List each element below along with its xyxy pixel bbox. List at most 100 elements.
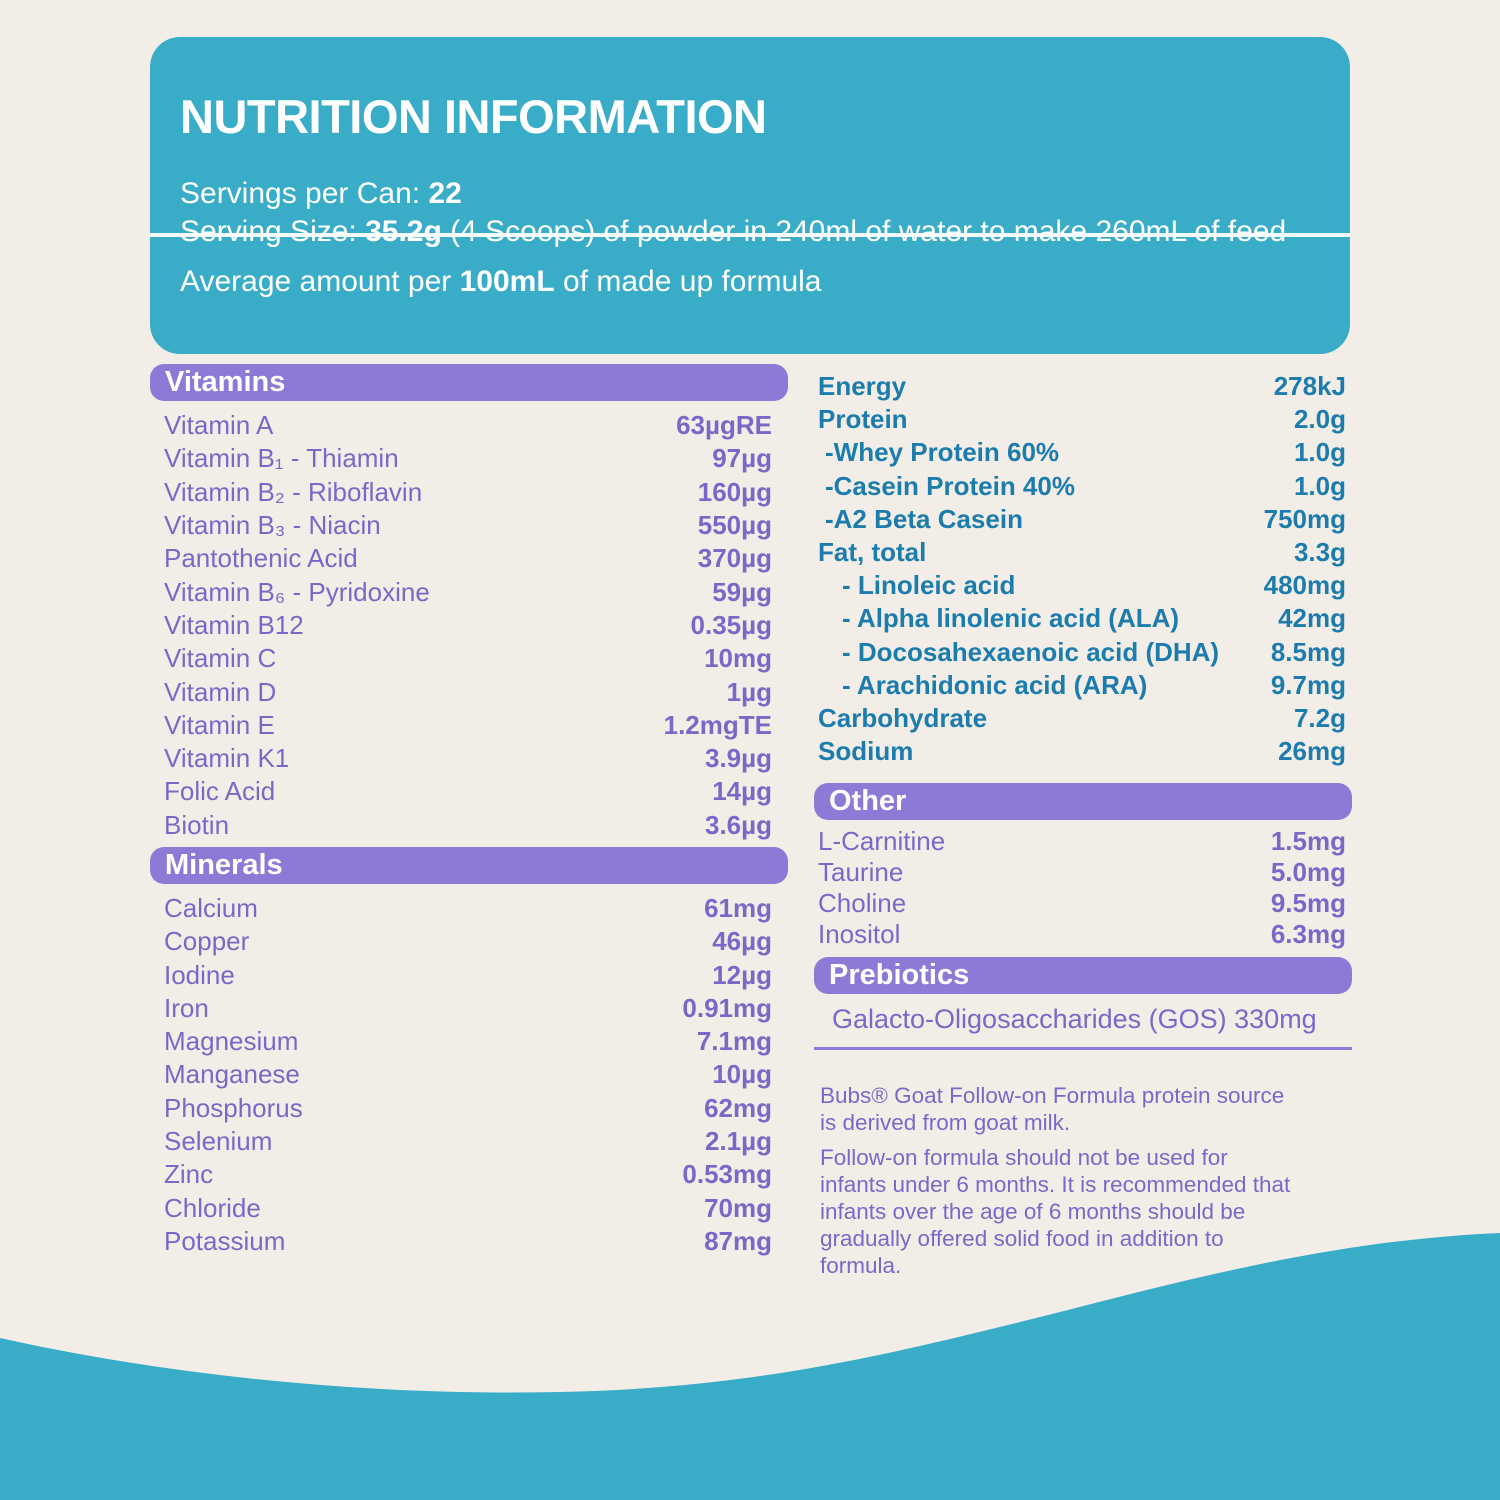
servings-label: Servings per Can: xyxy=(180,177,429,210)
nutrient-label: Energy xyxy=(818,371,907,402)
nutrient-label: Vitamin A xyxy=(164,410,274,441)
nutrient-label: Copper xyxy=(164,926,250,957)
table-row: Chloride 70mg xyxy=(150,1192,788,1225)
table-row: Manganese 10µg xyxy=(150,1058,788,1091)
nutrient-value: 7.1mg xyxy=(696,1026,772,1057)
nutrient-label: Iodine xyxy=(164,959,235,990)
prebiotics-section-header: Prebiotics xyxy=(814,957,1352,995)
table-row: Sodium 26mg xyxy=(814,735,1352,768)
nutrient-value: 2.1µg xyxy=(704,1126,772,1157)
average-amount-line: Average amount per 100mL of made up form… xyxy=(180,265,1320,299)
nutrient-label: Taurine xyxy=(818,857,904,888)
table-row: Vitamin B₆ - Pyridoxine 59µg xyxy=(150,575,788,608)
table-row: Vitamin B₂ - Riboflavin 160µg xyxy=(150,476,788,509)
minerals-table: Calcium 61mg Copper 46µg Iodine 12µg Iron 0.… xyxy=(150,892,788,1258)
nutrient-label: Zinc xyxy=(164,1159,214,1190)
nutrient-value: 550µg xyxy=(697,510,772,541)
nutrient-label: Potassium xyxy=(164,1225,286,1256)
nutrient-value: 480mg xyxy=(1263,570,1346,601)
nutrient-label: Vitamin B₁ - Thiamin xyxy=(164,443,399,474)
nutrient-label: Vitamin B12 xyxy=(164,609,304,640)
nutrient-label: Chloride xyxy=(164,1192,261,1223)
nutrient-value: 46µg xyxy=(712,926,772,957)
table-row: Fat, total 3.3g xyxy=(814,536,1352,569)
serving-size-label: Serving Size: xyxy=(180,215,366,248)
table-row: - Arachidonic acid (ARA) 9.7mg xyxy=(814,669,1352,702)
nutrient-value: 14µg xyxy=(712,776,772,807)
table-row: Folic Acid 14µg xyxy=(150,775,788,808)
table-row: Vitamin B₁ - Thiamin 97µg xyxy=(150,442,788,475)
table-row: -A2 Beta Casein 750mg xyxy=(814,503,1352,536)
nutrient-value: 2.0g xyxy=(1293,404,1346,435)
nutrient-label: Sodium xyxy=(818,736,914,767)
nutrient-label: Pantothenic Acid xyxy=(164,543,358,574)
nutrient-label: -A2 Beta Casein xyxy=(825,503,1023,534)
serving-size-amount: 35.2g xyxy=(365,215,442,248)
nutrient-value: 63µgRE xyxy=(676,410,772,441)
table-row: Vitamin C 10mg xyxy=(150,642,788,675)
table-row: Potassium 87mg xyxy=(150,1225,788,1258)
right-column: Energy 278kJ Protein 2.0g -Whey Protein 60… xyxy=(814,370,1352,1287)
servings-per-can: Servings per Can: 22 xyxy=(180,177,1320,211)
footnote-paragraph-1: Bubs® Goat Follow-on Formula protein sou… xyxy=(820,1083,1285,1136)
vitamins-table: Vitamin A 63µgRE Vitamin B₁ - Thiamin 97µg… xyxy=(150,409,788,842)
other-section-header: Other xyxy=(814,783,1352,821)
left-column: Vitamins Vitamin A 63µgRE Vitamin B₁ - Th… xyxy=(150,364,788,1258)
nutrient-label: - Docosahexaenoic acid (DHA) xyxy=(842,636,1220,667)
table-row: Iodine 12µg xyxy=(150,958,788,991)
table-row: - Docosahexaenoic acid (DHA) 8.5mg xyxy=(814,636,1352,669)
footnote-text: Bubs® Goat Follow-on Formula protein sou… xyxy=(814,1082,1298,1279)
nutrient-value: 12µg xyxy=(712,959,772,990)
table-row: Energy 278kJ xyxy=(814,370,1352,403)
table-row: Vitamin D 1µg xyxy=(150,675,788,708)
nutrient-label: - Arachidonic acid (ARA) xyxy=(842,669,1148,700)
nutrient-label: Manganese xyxy=(164,1059,300,1090)
table-row: Vitamin K1 3.9µg xyxy=(150,742,788,775)
nutrient-value: 1.0g xyxy=(1293,437,1346,468)
nutrient-value: 9.5mg xyxy=(1270,888,1346,919)
nutrient-label: Inositol xyxy=(818,919,901,950)
table-row: Phosphorus 62mg xyxy=(150,1092,788,1125)
table-row: Carbohydrate 7.2g xyxy=(814,702,1352,735)
nutrient-value: 0.91mg xyxy=(682,992,772,1023)
table-row: -Casein Protein 40% 1.0g xyxy=(814,470,1352,503)
table-row: Iron 0.91mg xyxy=(150,992,788,1025)
nutrient-label: Vitamin B₆ - Pyridoxine xyxy=(164,576,430,607)
footnote-paragraph-2: Follow-on formula should not be used for… xyxy=(820,1145,1291,1279)
nutrient-value: 97µg xyxy=(712,443,772,474)
nutrient-value: 61mg xyxy=(704,893,772,923)
nutrient-label: Iron xyxy=(164,992,209,1023)
nutrient-value: 8.5mg xyxy=(1270,636,1346,667)
nutrient-value: 1.2mgTE xyxy=(663,709,772,740)
nutrient-label: Choline xyxy=(818,888,907,919)
nutrient-value: 7.2g xyxy=(1293,702,1346,733)
nutrient-label: Fat, total xyxy=(818,537,927,568)
nutrient-value: 5.0mg xyxy=(1270,857,1346,888)
table-row: -Whey Protein 60% 1.0g xyxy=(814,436,1352,469)
table-row: Inositol 6.3mg xyxy=(814,919,1352,950)
nutrient-value: 1µg xyxy=(726,676,772,707)
nutrient-label: Vitamin B₂ - Riboflavin xyxy=(164,476,423,507)
average-volume: 100mL xyxy=(459,265,555,298)
vitamins-section-header: Vitamins xyxy=(150,364,788,401)
nutrient-label: Phosphorus xyxy=(164,1092,303,1123)
table-row: Selenium 2.1µg xyxy=(150,1125,788,1158)
nutrient-value: 70mg xyxy=(704,1192,772,1223)
nutrient-value: 59µg xyxy=(712,576,772,607)
nutrient-value: 62mg xyxy=(704,1092,772,1123)
nutrient-value: 1.0g xyxy=(1293,470,1346,501)
nutrient-label: Magnesium xyxy=(164,1026,299,1057)
serving-size-rest: (4 Scoops) of powder in 240ml of water t… xyxy=(441,215,1287,248)
nutrient-label: Vitamin K1 xyxy=(164,743,290,774)
table-row: - Linoleic acid 480mg xyxy=(814,569,1352,602)
servings-value: 22 xyxy=(428,177,462,210)
serving-size: Serving Size: 35.2g (4 Scoops) of powder… xyxy=(180,215,1320,249)
nutrient-label: Vitamin E xyxy=(164,709,275,740)
nutrient-value: 10mg xyxy=(704,643,772,674)
nutrient-label: Folic Acid xyxy=(164,776,276,807)
nutrient-label: Vitamin B₃ - Niacin xyxy=(164,510,381,541)
nutrient-label: - Linoleic acid xyxy=(842,570,1016,601)
nutrient-label: Biotin xyxy=(164,809,230,840)
prebiotics-value-line: Galacto-Oligosaccharides (GOS) 330mg xyxy=(814,1002,1352,1051)
nutrient-value: 42mg xyxy=(1278,603,1346,634)
